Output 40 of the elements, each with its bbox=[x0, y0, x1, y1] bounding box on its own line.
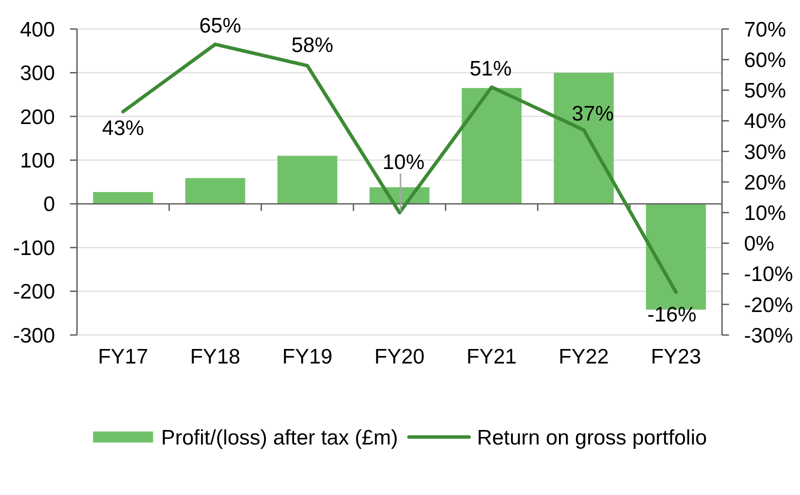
y-tick-label: -100 bbox=[12, 236, 55, 260]
bar bbox=[185, 178, 246, 204]
x-tick-label: FY18 bbox=[190, 345, 240, 368]
y-tick-label: -200 bbox=[12, 280, 55, 304]
y2-tick-label: -30% bbox=[744, 324, 794, 348]
y-tick-label: 0 bbox=[43, 193, 55, 216]
x-tick-label: FY22 bbox=[558, 345, 609, 368]
y-tick-label: -300 bbox=[12, 324, 55, 348]
y-tick-label: 100 bbox=[20, 149, 55, 172]
data-label: -16% bbox=[647, 304, 696, 327]
x-tick-label: FY20 bbox=[374, 345, 425, 368]
y-tick-label: 200 bbox=[20, 106, 55, 129]
y2-tick-label: 30% bbox=[744, 140, 786, 164]
bar bbox=[462, 88, 522, 204]
y2-tick-label: 40% bbox=[744, 110, 786, 134]
data-label: 65% bbox=[199, 14, 242, 38]
legend-label: Return on gross portfolio bbox=[476, 426, 707, 450]
y-tick-label: 400 bbox=[20, 18, 55, 42]
y-tick-label: 300 bbox=[20, 62, 55, 86]
data-label: 37% bbox=[572, 102, 614, 126]
y2-tick-label: 20% bbox=[744, 171, 786, 194]
y2-tick-label: 10% bbox=[744, 202, 786, 225]
x-tick-label: FY17 bbox=[98, 345, 148, 368]
bar bbox=[554, 72, 614, 204]
bar bbox=[93, 192, 154, 204]
x-tick-label: FY23 bbox=[650, 345, 702, 368]
y2-tick-label: 50% bbox=[744, 80, 786, 103]
y2-tick-label: -10% bbox=[744, 263, 794, 286]
x-tick-label: FY19 bbox=[282, 345, 332, 368]
legend-label: Profit/(loss) after tax (£m) bbox=[161, 426, 398, 450]
data-label: 51% bbox=[470, 57, 512, 80]
bar bbox=[277, 156, 338, 204]
y2-tick-label: 0% bbox=[744, 232, 774, 256]
y2-tick-label: 70% bbox=[744, 18, 786, 42]
x-tick-label: FY21 bbox=[466, 345, 517, 368]
y2-tick-label: 60% bbox=[744, 48, 786, 72]
data-label: 43% bbox=[102, 116, 144, 140]
y2-tick-label: -20% bbox=[744, 294, 794, 317]
data-label: 10% bbox=[382, 150, 425, 174]
data-label: 58% bbox=[291, 34, 334, 58]
